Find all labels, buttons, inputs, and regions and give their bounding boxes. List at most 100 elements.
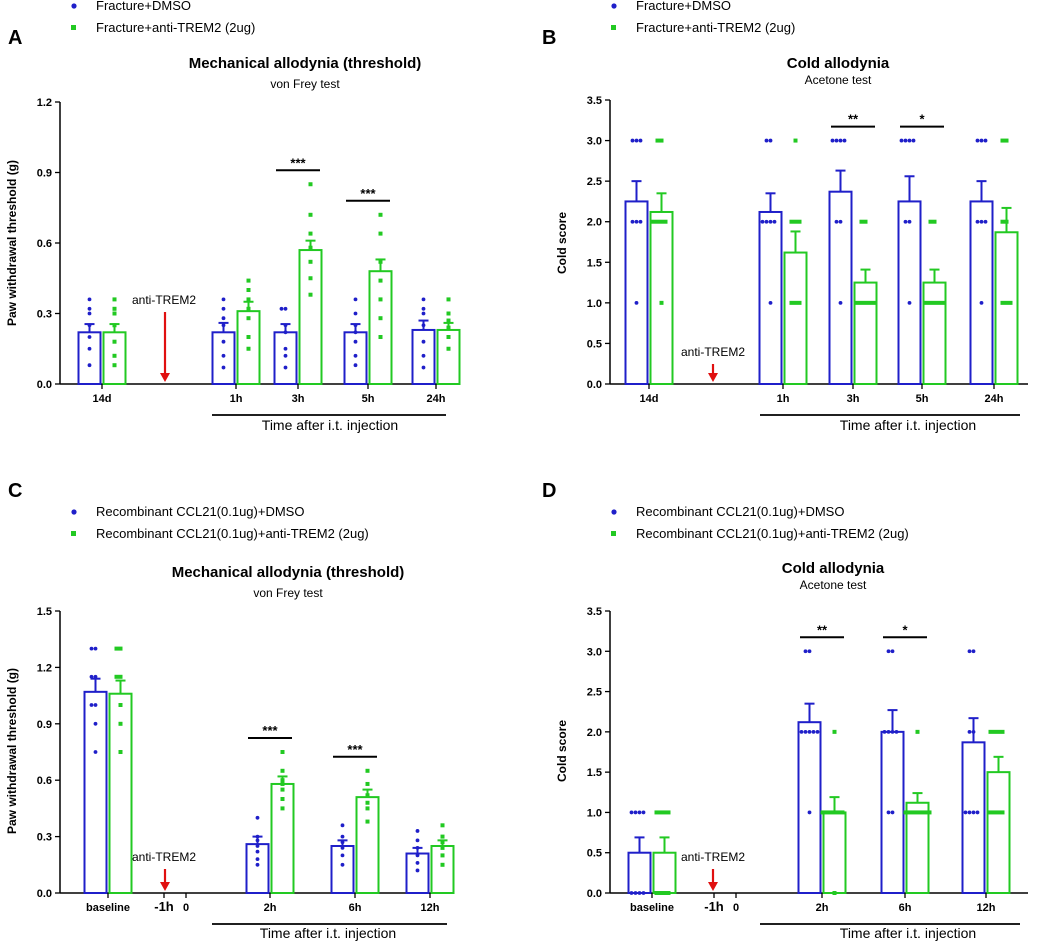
data-point (630, 138, 635, 143)
data-point (789, 300, 794, 305)
data-point (655, 219, 660, 224)
x-axis-caption: Time after i.t. injection (262, 417, 398, 433)
y-tick-label: 0.9 (37, 168, 52, 180)
significance-label: * (919, 112, 925, 127)
data-point (365, 793, 370, 798)
data-point (659, 138, 664, 143)
data-point (246, 346, 251, 351)
significance-label: *** (360, 186, 376, 201)
data-point (283, 323, 288, 328)
data-point (93, 721, 98, 726)
y-tick-label: 0.6 (37, 775, 52, 787)
data-point (975, 219, 980, 224)
data-point (446, 325, 451, 330)
data-point (807, 649, 812, 654)
chart-subtitle: von Frey test (253, 586, 323, 600)
data-point (983, 219, 988, 224)
data-point (440, 840, 445, 845)
data-point (421, 311, 426, 316)
data-point (768, 138, 773, 143)
data-point (446, 318, 451, 323)
bar (758, 210, 783, 385)
bar (405, 852, 430, 895)
data-point (830, 138, 835, 143)
significance-label: *** (347, 742, 363, 757)
data-point (114, 674, 119, 679)
data-point (353, 311, 358, 316)
data-point (832, 729, 837, 734)
data-point (772, 219, 777, 224)
data-point (638, 219, 643, 224)
data-point (996, 729, 1001, 734)
data-point (907, 138, 912, 143)
chart-subtitle: Acetone test (805, 73, 872, 87)
data-point (421, 353, 426, 358)
data-point (907, 219, 912, 224)
y-tick-label: 3.5 (587, 95, 602, 107)
y-tick-label: 0.5 (587, 338, 602, 350)
data-point (629, 810, 634, 815)
data-point (797, 219, 802, 224)
y-tick-label: 1.2 (37, 97, 52, 109)
x-tick-label: 14d (640, 393, 659, 405)
data-point (353, 353, 358, 358)
data-point (907, 810, 912, 815)
chart-title: Mechanical allodynia (threshold) (172, 564, 405, 581)
data-point (415, 868, 420, 873)
y-tick-label: 1.2 (37, 662, 52, 674)
bar (627, 851, 652, 895)
data-point (967, 729, 972, 734)
bar (986, 771, 1011, 895)
data-point (641, 891, 646, 895)
x-tick-label: 12h (977, 902, 996, 914)
data-point (378, 335, 383, 339)
data-point (863, 300, 868, 305)
bar (994, 231, 1019, 385)
chart-title: Cold allodynia (787, 55, 890, 72)
y-tick-label: 3.0 (587, 646, 602, 658)
data-point (629, 891, 634, 895)
data-point (975, 810, 980, 815)
panel-letter: A (8, 27, 22, 49)
x-tick-label: 5h (916, 393, 929, 405)
data-point (659, 300, 664, 305)
data-point (279, 306, 284, 311)
data-point (255, 834, 260, 839)
bar (355, 796, 380, 894)
bar (330, 845, 355, 894)
data-point (996, 810, 1001, 815)
data-point (283, 365, 288, 370)
data-point (971, 649, 976, 654)
data-point (1004, 300, 1009, 305)
data-point (907, 300, 912, 305)
data-point (662, 891, 667, 895)
data-point (87, 297, 92, 302)
data-point (308, 292, 313, 297)
data-point (87, 335, 92, 339)
chart-title: Cold allodynia (782, 560, 885, 577)
data-point (899, 138, 904, 143)
significance-label: *** (290, 155, 306, 170)
data-point (655, 138, 660, 143)
data-point (415, 853, 420, 858)
x-tick-label: -1h (704, 899, 724, 914)
data-point (255, 857, 260, 862)
bar (624, 200, 649, 385)
x-tick-label: 6h (349, 902, 362, 914)
legend-label: Fracture+anti-TREM2 (2ug) (96, 20, 255, 35)
data-point (255, 844, 260, 848)
x-tick-label: 0 (183, 902, 189, 914)
x-tick-label: 24h (427, 393, 446, 405)
significance-label: * (902, 622, 908, 637)
data-point (353, 363, 358, 368)
data-point (859, 219, 864, 224)
data-point (246, 335, 251, 339)
bar (853, 281, 878, 386)
y-tick-label: 0.3 (37, 832, 52, 844)
data-point (93, 750, 98, 754)
data-point (1000, 219, 1005, 224)
data-point (886, 810, 891, 815)
data-point (832, 891, 837, 895)
data-point (421, 297, 426, 302)
data-point (886, 649, 891, 654)
